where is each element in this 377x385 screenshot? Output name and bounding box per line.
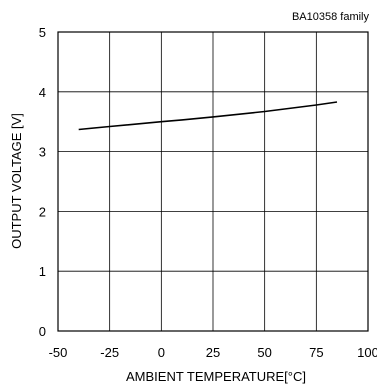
y-tick-labels: 0 1 2 3 4 5	[39, 25, 46, 339]
plot-frame	[57, 31, 369, 332]
x-tick-label: -50	[49, 345, 68, 360]
y-axis-label: OUTPUT VOLTAGE [V]	[9, 113, 24, 249]
x-tick-label: 100	[357, 345, 377, 360]
y-tick-label: 3	[39, 145, 46, 160]
y-tick-label: 4	[39, 85, 46, 100]
y-tick-label: 2	[39, 204, 46, 219]
series-line	[78, 101, 338, 131]
x-tick-label: -25	[100, 345, 119, 360]
x-tick-labels: -50 -25 0 25 50 75 100	[49, 345, 377, 360]
x-tick-label: 0	[158, 345, 165, 360]
y-tick-label: 0	[39, 324, 46, 339]
chart-title: BA10358 family	[292, 11, 370, 23]
x-tick-label: 75	[309, 345, 323, 360]
y-tick-label: 1	[39, 264, 46, 279]
grid	[58, 32, 368, 331]
x-axis-label: AMBIENT TEMPERATURE[°C]	[126, 369, 306, 384]
y-tick-label: 5	[39, 25, 46, 40]
x-tick-label: 50	[257, 345, 271, 360]
series-group	[78, 101, 338, 131]
x-tick-label: 25	[206, 345, 220, 360]
